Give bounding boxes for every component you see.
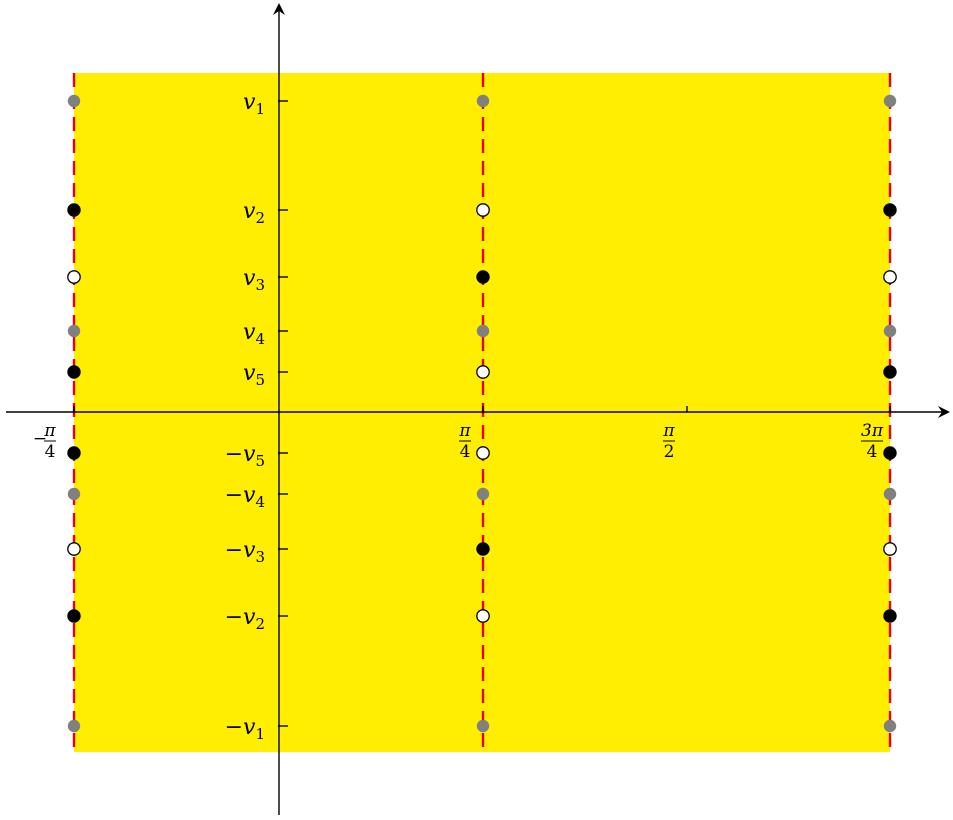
point-middle-6-white (476, 446, 490, 460)
y-tick-label-9: −v2 (225, 605, 265, 633)
point-right-9-black (883, 609, 897, 623)
point-right-3-white (883, 270, 897, 284)
y-tick-label-5: v5 (243, 361, 265, 389)
point-right-7-gray (883, 487, 897, 501)
point-middle-8-black (476, 542, 490, 556)
x-tick-label-3: π2 (662, 421, 675, 462)
point-middle-5-white (476, 365, 490, 379)
y-tick-label-4: v4 (243, 320, 265, 348)
points (67, 94, 897, 733)
point-left-8-white (67, 542, 81, 556)
point-middle-7-gray (476, 487, 490, 501)
y-tick-label-8: −v3 (225, 538, 265, 566)
y-tick-label-6: −v5 (225, 442, 265, 470)
x-tick-label-2: π4 (458, 421, 471, 462)
point-right-1-gray (883, 94, 897, 108)
point-middle-1-gray (476, 94, 490, 108)
point-left-10-gray (67, 719, 81, 733)
x-tick-label-4: 3π4 (861, 421, 884, 462)
y-tick-label-7: −v4 (225, 483, 265, 511)
x-tick-label-1: −π4 (33, 421, 57, 462)
x-tick-numerator: 3π (861, 421, 884, 441)
point-right-8-white (883, 542, 897, 556)
point-middle-4-gray (476, 324, 490, 338)
x-tick-denominator: 2 (664, 442, 675, 462)
x-tick-sign: − (33, 429, 47, 449)
y-tick-label-10: −v1 (225, 715, 265, 743)
point-middle-10-gray (476, 719, 490, 733)
point-middle-3-black (476, 270, 490, 284)
point-left-3-white (67, 270, 81, 284)
point-left-6-black (67, 446, 81, 460)
y-ticks: v1 v2 v3 v4 v5 −v5 −v4 −v3 −v2 −v1 (225, 90, 288, 743)
x-tick-numerator: π (662, 421, 675, 441)
point-right-2-black (883, 203, 897, 217)
point-right-6-black (883, 446, 897, 460)
point-right-10-gray (883, 719, 897, 733)
point-left-4-gray (67, 324, 81, 338)
point-right-5-black (883, 365, 897, 379)
y-tick-label-1: v1 (243, 90, 265, 118)
axes (6, 3, 950, 815)
point-middle-9-white (476, 609, 490, 623)
point-middle-2-white (476, 203, 490, 217)
y-tick-label-2: v2 (243, 199, 265, 227)
y-tick-label-3: v3 (243, 266, 265, 294)
point-left-5-black (67, 365, 81, 379)
point-left-9-black (67, 609, 81, 623)
point-left-1-gray (67, 94, 81, 108)
point-right-4-gray (883, 324, 897, 338)
x-tick-denominator: 4 (460, 442, 471, 462)
x-tick-numerator: π (43, 421, 56, 441)
point-left-2-black (67, 203, 81, 217)
point-left-7-gray (67, 487, 81, 501)
x-tick-numerator: π (458, 421, 471, 441)
x-tick-denominator: 4 (867, 442, 878, 462)
x-tick-denominator: 4 (45, 442, 56, 462)
